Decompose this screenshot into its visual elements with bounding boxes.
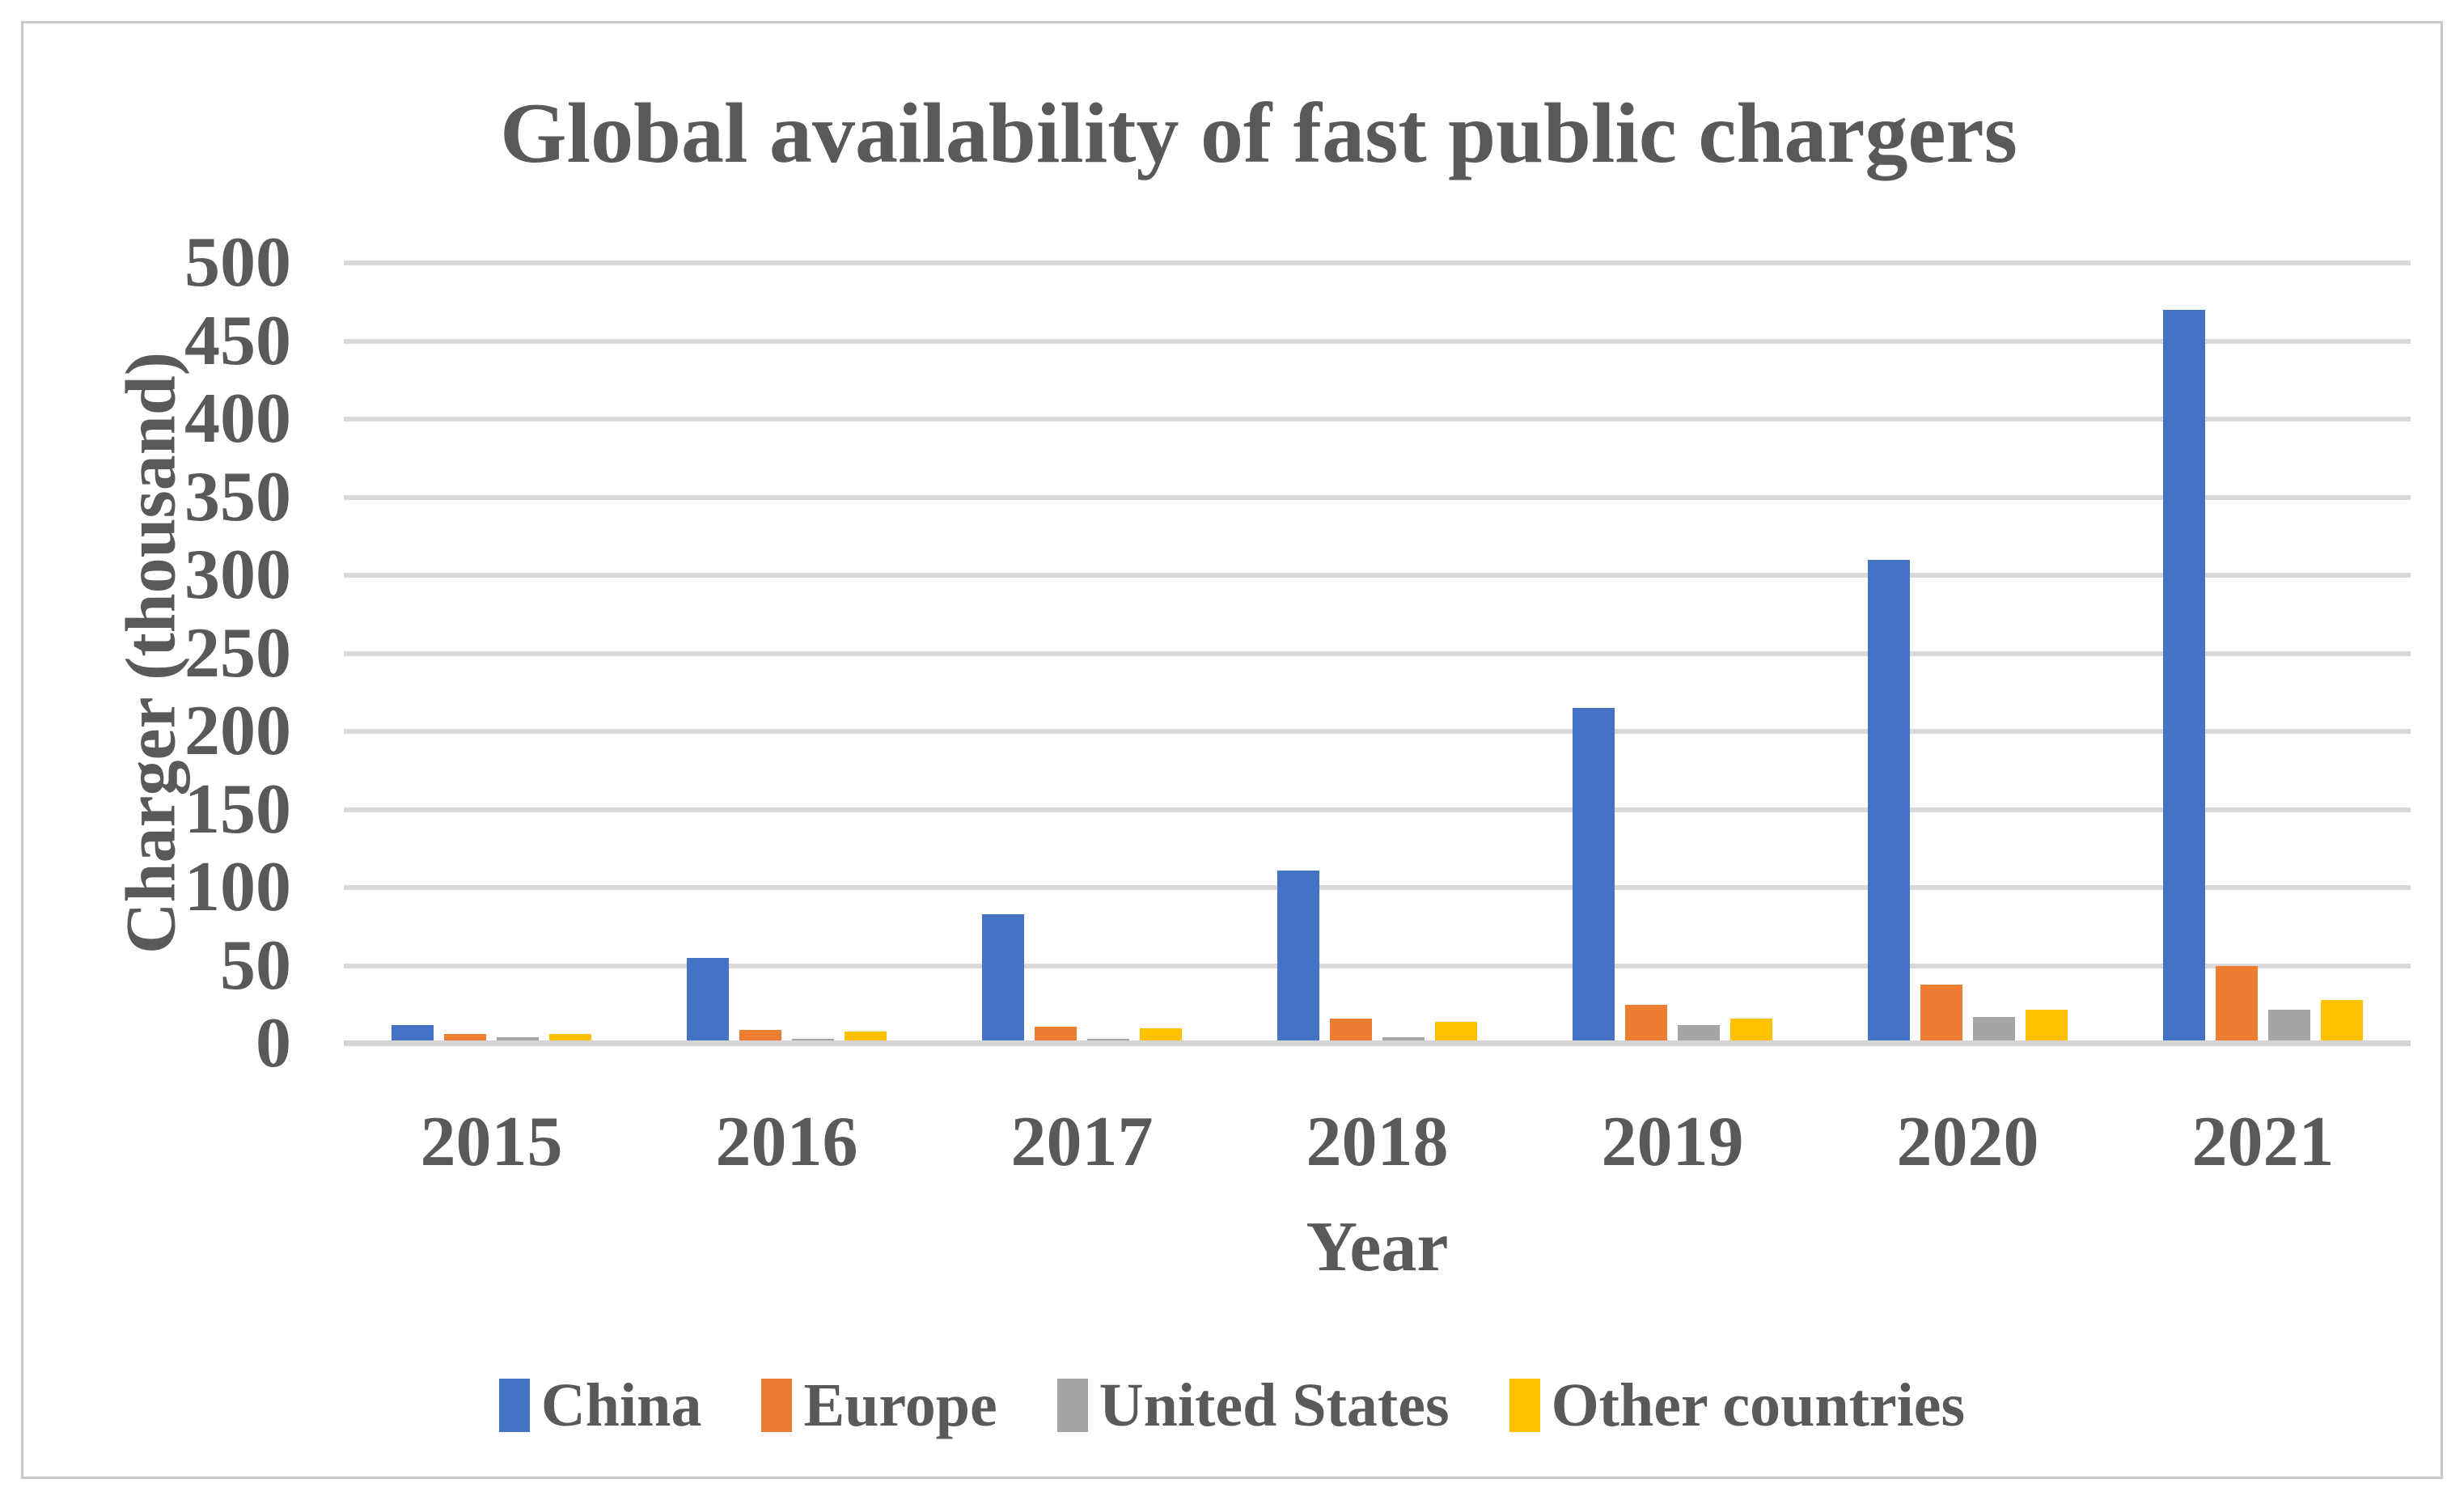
gridline-400: [344, 417, 2411, 422]
y-tick-label-0: 0: [256, 1004, 291, 1083]
gridline-500: [344, 261, 2411, 265]
gridline-200: [344, 729, 2411, 734]
legend-item-china: China: [498, 1371, 702, 1439]
bar-europe-2015: [444, 1034, 486, 1044]
chart-legend: China Europe United States Other countries: [53, 1361, 2411, 1450]
legend-marker-icon: [498, 1379, 530, 1432]
gridline-350: [344, 494, 2411, 500]
bar-europe-2019: [1625, 1004, 1667, 1044]
bar-europe-2021: [2216, 965, 2258, 1044]
bar-china-2020: [1868, 559, 1910, 1044]
legend-label: Europe: [803, 1371, 997, 1439]
bar-other-countries-2017: [1140, 1028, 1182, 1044]
x-tick-label-2017: 2017: [1010, 1103, 1154, 1181]
legend-label: United States: [1099, 1371, 1450, 1439]
bar-china-2019: [1573, 708, 1615, 1044]
gridline-300: [344, 573, 2411, 578]
bar-china-2018: [1277, 870, 1319, 1044]
x-tick-label-2019: 2019: [1601, 1103, 1744, 1181]
bar-china-2016: [687, 957, 729, 1044]
y-tick-label-200: 200: [184, 692, 291, 770]
gridline-50: [344, 963, 2411, 968]
x-tick-label-2018: 2018: [1306, 1103, 1449, 1181]
bar-other-countries-2015: [549, 1034, 591, 1044]
bar-europe-2016: [739, 1029, 781, 1044]
x-tick-label-2021: 2021: [2191, 1103, 2335, 1181]
y-tick-label-500: 500: [184, 223, 291, 302]
bar-europe-2020: [1920, 984, 1962, 1044]
legend-item-europe: Europe: [761, 1375, 997, 1436]
y-tick-label-100: 100: [184, 848, 291, 926]
bar-china-2017: [982, 913, 1024, 1044]
y-tick-label-350: 350: [184, 457, 291, 536]
legend-marker-icon: [761, 1379, 793, 1432]
x-axis-title: Year: [1306, 1208, 1449, 1286]
legend-marker-icon: [1509, 1379, 1540, 1432]
bar-china-2015: [392, 1024, 434, 1044]
legend-label: China: [540, 1371, 702, 1439]
y-tick-label-150: 150: [184, 769, 291, 849]
legend-marker-icon: [1056, 1379, 1088, 1432]
bar-united-states-2021: [2268, 1009, 2310, 1044]
bar-china-2021: [2163, 309, 2205, 1044]
y-tick-label-450: 450: [184, 301, 291, 380]
bar-united-states-2020: [1973, 1017, 2015, 1044]
gridline-250: [344, 650, 2411, 656]
bar-united-states-2019: [1678, 1024, 1720, 1044]
bar-other-countries-2020: [2026, 1009, 2068, 1044]
y-tick-label-400: 400: [184, 379, 291, 458]
gridline-100: [344, 885, 2411, 890]
bar-other-countries-2019: [1730, 1019, 1772, 1044]
gridline-150: [344, 807, 2411, 812]
bar-europe-2017: [1035, 1026, 1077, 1044]
bar-europe-2018: [1330, 1019, 1372, 1044]
legend-item-united-states: United States: [1056, 1371, 1450, 1439]
y-tick-label-300: 300: [184, 536, 291, 614]
y-tick-label-50: 50: [220, 926, 291, 1005]
x-axis-line: [344, 1040, 2411, 1046]
x-tick-label-2020: 2020: [1896, 1103, 2039, 1181]
plot-area: [344, 261, 2411, 1046]
y-tick-label-250: 250: [184, 613, 291, 693]
bar-other-countries-2021: [2321, 999, 2363, 1044]
gridline-450: [344, 338, 2411, 344]
legend-item-other-countries: Other countries: [1509, 1371, 1966, 1439]
x-tick-label-2016: 2016: [715, 1103, 858, 1181]
bar-other-countries-2018: [1435, 1021, 1477, 1044]
chart-border: [21, 21, 2443, 1479]
chart-title: Global availability of fast public charg…: [500, 86, 2017, 180]
x-tick-label-2015: 2015: [420, 1103, 563, 1181]
legend-label: Other countries: [1551, 1371, 1966, 1439]
